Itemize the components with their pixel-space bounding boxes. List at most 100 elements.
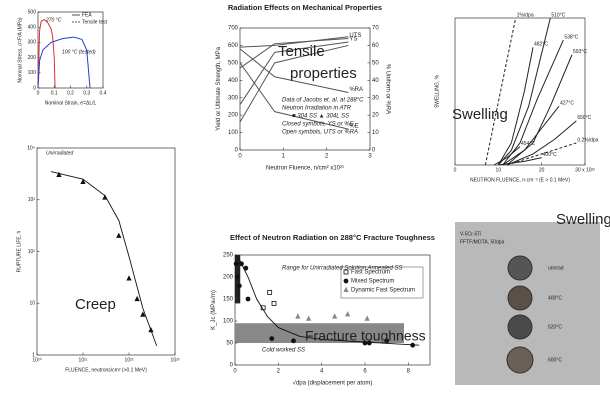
specimen-disk — [507, 285, 533, 311]
x-axis-label: √dpa (displacement per atom) — [293, 380, 373, 387]
line — [239, 37, 349, 69]
point — [364, 315, 370, 321]
y2-tick-label: 50 — [372, 60, 379, 66]
y-tick-label: 400 — [28, 25, 37, 31]
point — [56, 171, 62, 178]
line — [493, 146, 521, 166]
y-tick-label: 0 — [230, 363, 234, 369]
line — [37, 19, 56, 89]
line — [239, 36, 349, 48]
y-tick-label: 100 — [228, 130, 239, 136]
point — [295, 313, 301, 319]
x-axis-label: Neutron Fluence, n/cm² x10²¹ — [266, 166, 344, 172]
point — [116, 232, 122, 238]
y-axis-label: K_Jc (MPa√m) — [210, 290, 217, 330]
point — [80, 178, 86, 185]
annotation: Open symbols, UTS or %RA — [282, 130, 358, 136]
y-tick-label: 0 — [235, 148, 239, 154]
y-tick-label: 100 — [223, 319, 234, 325]
x-tick-label: 0 — [454, 167, 457, 173]
plot-frame — [234, 254, 431, 366]
x-axis-label: FLUENCE, neutrons/cm² (>0.1 MeV) — [65, 367, 147, 373]
x-axis-label: Nominal Strain, e=ΔL/L — [45, 100, 97, 106]
x-tick-label: 1 — [282, 154, 286, 160]
series-label: 482°C — [534, 42, 548, 48]
x-tick-label: 8 — [407, 369, 411, 375]
y-tick-label: 200 — [28, 55, 37, 61]
y-axis-label: RUPTURE LIFE, h — [16, 230, 22, 272]
x-tick-label: 10 — [496, 167, 502, 173]
point — [126, 275, 132, 281]
y2-tick-label: 70 — [372, 26, 379, 32]
line — [238, 259, 420, 346]
x-tick-label: 0.3 — [83, 90, 90, 96]
photo-label: 400°C — [548, 295, 562, 301]
legend-swatch — [343, 269, 349, 275]
y-axis-label: Yield or Ultimate Strength, MPa — [216, 46, 222, 130]
y-tick-label: 300 — [28, 40, 37, 46]
overlay-label: Tensile — [278, 43, 325, 60]
series-label: YS — [349, 37, 357, 43]
y-axis-label: Nominal Stress, σ=F/A (MPa) — [17, 17, 23, 83]
line — [37, 36, 91, 89]
line — [239, 44, 349, 123]
annotation: ■ 304 SS ▲ 304L SS — [292, 114, 349, 120]
specimen-disk — [507, 314, 533, 340]
x-tick-label: 4 — [320, 369, 324, 375]
plot-frame — [36, 147, 176, 356]
legend-label: Mixed Spectrum — [351, 279, 394, 285]
y-tick-label: 600 — [228, 43, 239, 49]
annotation: 100 °C (tested) — [62, 49, 96, 55]
line — [497, 17, 551, 166]
series-label: 538°C — [564, 34, 578, 40]
legend-label: Tensile test — [82, 19, 108, 25]
line — [239, 48, 349, 93]
y2-tick-label: 60 — [372, 43, 379, 49]
plot-frame — [239, 27, 371, 151]
y2-axis-label: % Uniform or %RA — [384, 64, 390, 114]
chart-title: Radiation Effects on Mechanical Properti… — [228, 3, 382, 12]
y-tick-label: 400 — [228, 78, 239, 84]
y-tick-label: 1 — [32, 352, 35, 358]
x-tick-label: 10²¹ — [79, 357, 88, 363]
x-tick-label: 0.1 — [51, 90, 58, 96]
y2-tick-label: 30 — [372, 95, 379, 101]
chart-title: Effect of Neutron Radiation on 288°C Fra… — [230, 233, 435, 242]
overlay-label: Swelling — [556, 211, 610, 228]
x-tick-label: 0 — [238, 154, 242, 160]
x-tick-label: 10²² — [125, 357, 134, 363]
specimen-disk — [506, 346, 534, 374]
y-tick-label: 250 — [223, 253, 234, 259]
x-tick-label: 0.2 — [67, 90, 74, 96]
series-label: 400°C — [543, 152, 557, 158]
line — [239, 62, 349, 130]
line — [506, 120, 577, 166]
point — [291, 338, 296, 344]
line — [497, 47, 534, 166]
shaded-range — [235, 323, 404, 343]
series-label: %RA — [349, 87, 363, 93]
legend-swatch — [343, 286, 349, 293]
photo-label: 520°C — [548, 324, 562, 330]
y2-tick-label: 10 — [372, 130, 379, 136]
specimen-disk — [507, 255, 533, 281]
legend-box — [340, 266, 424, 299]
overlay-label: properties — [290, 65, 357, 82]
y-tick-label: 500 — [228, 60, 239, 66]
y-tick-label: 150 — [223, 297, 234, 303]
plot-frame — [454, 17, 586, 166]
point — [140, 311, 146, 317]
annotation: Cold worked SS — [262, 348, 305, 354]
point — [134, 295, 140, 302]
y-tick-label: 200 — [228, 113, 239, 119]
series-label: 454°C — [521, 141, 535, 147]
legend-label: FEA — [82, 12, 92, 18]
photo-label: unirrad — [548, 265, 564, 271]
y2-tick-label: 40 — [372, 78, 379, 84]
y-tick-label: 300 — [228, 95, 239, 101]
y-tick-label: 200 — [223, 275, 234, 281]
annotation: Neutron Irradiation in ATR — [282, 106, 352, 112]
point — [345, 311, 351, 317]
x-axis-label: NEUTRON FLUENCE, n·cm⁻² (E > 0.1 MeV) — [470, 177, 570, 183]
